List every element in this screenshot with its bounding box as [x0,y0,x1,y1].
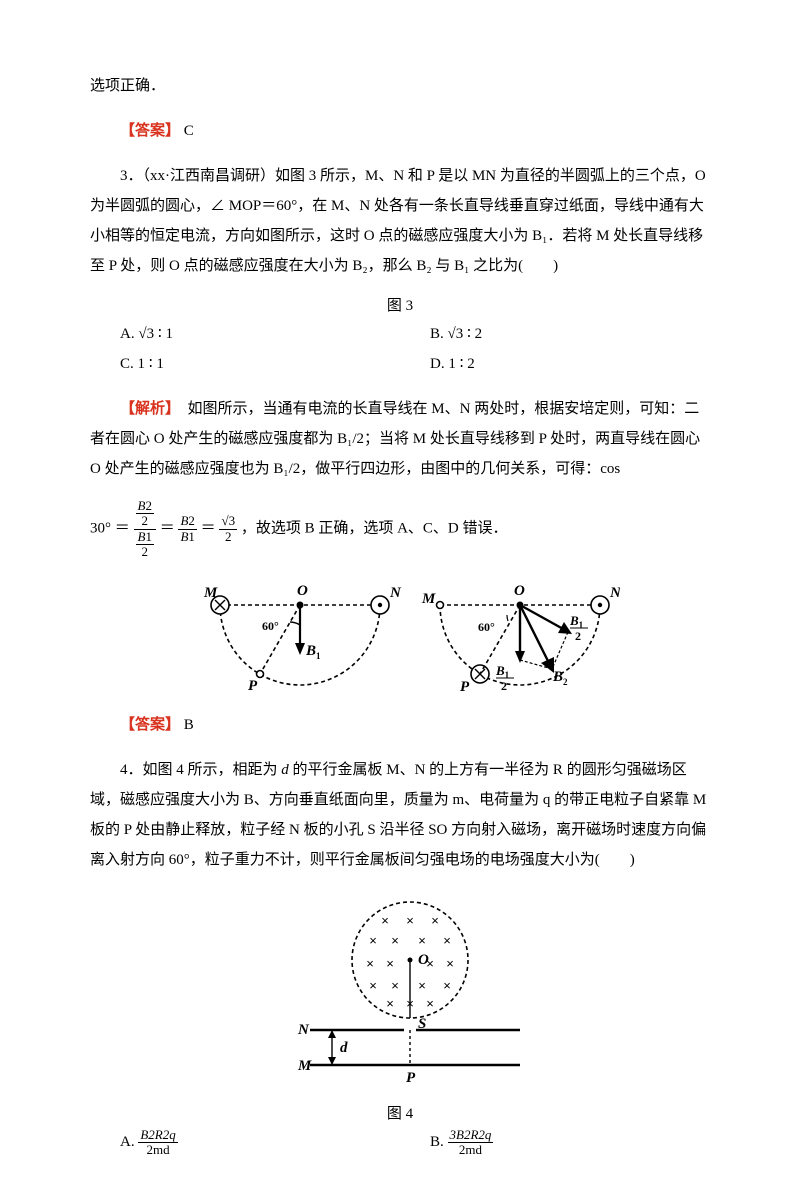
svg-text:×: × [386,956,394,971]
q4-optB-prefix: B. [430,1134,448,1150]
svg-text:P: P [460,679,470,695]
svg-text:P: P [406,1070,416,1086]
q3-diagram: M O N 60° P B1 M [180,565,620,695]
q3-options-row1: A. √3 ∶ 1 B. √3 ∶ 2 [90,319,710,349]
svg-text:B1: B1 [305,643,321,661]
svg-text:N: N [297,1022,310,1038]
frac-b2b1: B2 B1 [178,514,196,544]
svg-text:B1: B1 [569,613,584,630]
svg-text:×: × [381,913,389,928]
svg-text:×: × [426,996,434,1011]
q4-d: d [281,762,289,778]
fig4-caption: 图 4 [90,1104,710,1125]
answer-2: 【答案】 C [90,116,710,146]
q4-optA-prefix: A. [120,1134,138,1150]
svg-text:×: × [386,996,394,1011]
svg-text:×: × [366,956,374,971]
svg-text:P: P [248,678,258,694]
answer-2-value: C [184,123,194,139]
svg-text:×: × [443,933,451,948]
svg-text:×: × [418,933,426,948]
answer-3-label: 【答案】 [120,717,180,733]
svg-text:M: M [297,1058,312,1074]
svg-text:B2: B2 [552,669,568,687]
q4-optB-num: 3B2R2q [450,1127,492,1142]
q3-stem: 3．（xx·江西南昌调研）如图 3 所示，M、N 和 P 是以 MN 为直径的半… [90,161,710,281]
svg-text:N: N [609,585,620,601]
answer-2-label: 【答案】 [120,123,180,139]
q4-stem: 4．如图 4 所示，相距为 d 的平行金属板 M、N 的上方有一半径为 R 的圆… [90,755,710,875]
svg-text:×: × [443,978,451,993]
svg-text:d: d [340,1040,348,1056]
svg-text:×: × [369,933,377,948]
frac-sqrt3-2: √3 2 [219,514,237,544]
svg-text:×: × [418,978,426,993]
q4-diagram: ××× ×××× ×××× ×××× ××× O N M d S P [270,890,530,1100]
q4-optA-num: B2R2q [140,1127,175,1142]
fig3-caption: 图 3 [90,296,710,317]
answer-3-value: B [184,717,194,733]
q3-eq-tail: ，故选项 B 正确，选项 A、C、D 错误． [241,521,508,537]
svg-text:×: × [446,956,454,971]
svg-text:2: 2 [501,679,507,693]
svg-text:2: 2 [575,629,581,643]
q3-optD: D. 1 ∶ 2 [400,349,710,379]
frac-b2-b1: B22 B12 [134,499,156,559]
svg-text:×: × [431,913,439,928]
q3-prefix: 3．（xx·江西南昌调研）如图 3 所示， [120,168,365,184]
svg-text:×: × [391,933,399,948]
q3-options-row2: C. 1 ∶ 1 D. 1 ∶ 2 [90,349,710,379]
svg-text:M: M [203,585,218,601]
svg-text:B1: B1 [495,663,510,680]
svg-text:60°: 60° [262,619,279,633]
svg-text:O: O [297,583,308,599]
svg-text:M: M [421,591,436,607]
q3-equation: 30° ＝ B22 B12 ＝ B2 B1 ＝ √3 2 ，故选项 B 正确，选… [90,499,710,559]
prev-tail: 选项正确． [90,71,710,101]
q3-jiexi-label: 【解析】 [120,401,173,417]
svg-text:O: O [418,952,429,968]
q3-optC: C. 1 ∶ 1 [90,349,400,379]
svg-text:×: × [369,978,377,993]
svg-text:×: × [406,913,414,928]
q4-optA-frac: B2R2q 2md [138,1128,177,1158]
svg-text:×: × [391,978,399,993]
q4-optA-den: 2md [146,1142,169,1157]
svg-text:O: O [514,583,525,599]
svg-text:S: S [418,1016,426,1032]
q3-jiexi-body: 如图所示，当通有电流的长直导线在 M、N 两处时，根据安培定则，可知：二者在圆心… [90,401,700,477]
answer-3: 【答案】 B [90,710,710,740]
svg-text:N: N [389,585,402,601]
svg-text:60°: 60° [478,620,495,634]
q3-jiexi: 【解析】 如图所示，当通有电流的长直导线在 M、N 两处时，根据安培定则，可知：… [90,394,710,484]
q4-optB-den: 2md [459,1142,482,1157]
q4-optB-frac: 3B2R2q 2md [448,1128,494,1158]
q4-prefix: 4．如图 4 所示，相距为 [120,762,281,778]
q3-optB: B. √3 ∶ 2 [400,319,710,349]
q3-optA: A. √3 ∶ 1 [90,319,400,349]
